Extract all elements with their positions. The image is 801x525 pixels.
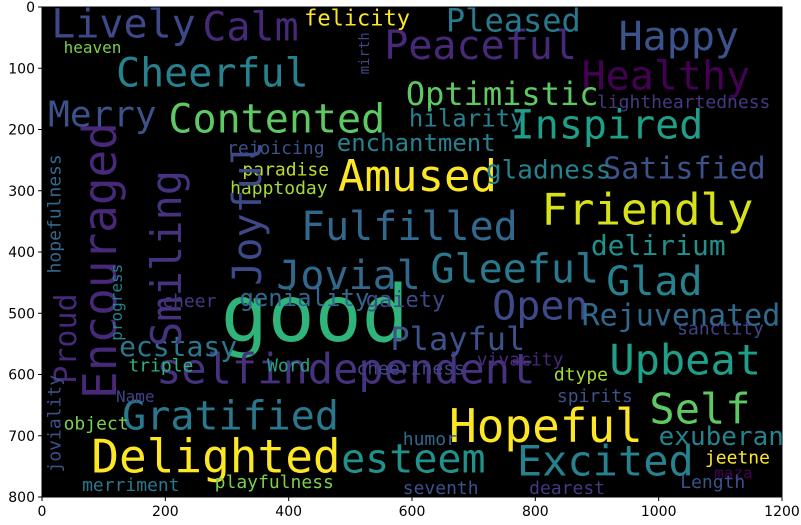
- word-length: Length: [680, 472, 745, 493]
- word-cheerful: Cheerful: [116, 51, 309, 97]
- word-rejuvenated: Rejuvenated: [582, 299, 781, 334]
- word-name: Name: [116, 387, 155, 406]
- word-smiling: Smiling: [142, 170, 191, 347]
- word-cheeriness: cheeriness: [357, 359, 465, 380]
- word-happtoday: happtoday: [230, 178, 328, 199]
- y-tick-label: 600: [8, 368, 35, 384]
- plot-frame: [41, 6, 783, 498]
- word-cheer: cheer: [162, 291, 216, 312]
- word-lively: Lively: [51, 2, 196, 48]
- word-satisfied: Satisfied: [603, 152, 766, 187]
- word-jeetne: jeetne: [705, 447, 770, 468]
- word-self: Self: [649, 385, 750, 434]
- word-sanctity: sanctity: [677, 319, 764, 340]
- word-happy: Happy: [619, 14, 739, 60]
- y-axis: 0 100 200 300 400 500 600 700 800: [8, 0, 42, 506]
- word-peaceful: Peaceful: [384, 23, 577, 69]
- word-esteem: esteem: [341, 437, 486, 483]
- word-gladness: gladness: [486, 156, 611, 186]
- word-healthy: Healthy: [582, 54, 751, 100]
- y-tick-label: 400: [8, 245, 35, 261]
- y-tick-label: 800: [8, 490, 35, 506]
- x-tick-label: 400: [275, 504, 302, 520]
- word-vivacity: vivacity: [477, 349, 564, 370]
- word-glad: Glad: [606, 259, 702, 305]
- word-hopeful: Hopeful: [449, 399, 643, 453]
- word-lightheartedness: lightheartedness: [597, 92, 770, 113]
- word-exuberance: exuberance: [659, 422, 801, 452]
- word-gaiety: gaiety: [366, 288, 445, 313]
- word-paradise: paradise: [242, 159, 329, 180]
- word-excited: Excited: [517, 437, 694, 486]
- word-friendly: Friendly: [542, 184, 754, 235]
- word-amused: Amused: [338, 151, 497, 202]
- x-tick-label: 0: [38, 504, 47, 520]
- y-tick-label: 200: [8, 123, 35, 139]
- word-geniality: geniality: [239, 284, 369, 312]
- word-dearest: dearest: [529, 478, 605, 499]
- word-heaven: heaven: [64, 38, 122, 57]
- word-proud: Proud: [49, 293, 84, 383]
- word-mirth: mirth: [357, 32, 373, 74]
- word-felicity: felicity: [304, 6, 410, 31]
- y-tick-label: 100: [8, 61, 35, 77]
- word-hilarity: hilarity: [409, 104, 525, 132]
- y-tick-label: 500: [8, 306, 35, 322]
- word-contented: Contented: [168, 97, 385, 143]
- word-progress: progress: [107, 264, 126, 341]
- word-enchantment: enchantment: [337, 129, 496, 157]
- y-tick-label: 700: [8, 429, 35, 445]
- word-delirium: delirium: [591, 229, 726, 262]
- word-encouraged: Encouraged: [73, 122, 127, 399]
- y-tick-label: 300: [8, 184, 35, 200]
- x-tick-label: 1000: [641, 504, 677, 520]
- y-tick-label: 0: [26, 0, 35, 16]
- word-triple: triple: [128, 355, 193, 376]
- word-humor: humor: [403, 429, 457, 450]
- word-delighted: Delighted: [91, 430, 340, 484]
- plot-area: [42, 7, 782, 497]
- word-merriment: merriment: [82, 475, 180, 496]
- word-optimistic: Optimistic: [406, 75, 599, 113]
- word-spirits: spirits: [557, 386, 633, 407]
- word-joviality: joviality: [45, 375, 66, 473]
- word-gleeful: Gleeful: [431, 247, 600, 293]
- word-maza: maza: [714, 464, 753, 483]
- word-fulfilled: Fulfilled: [301, 204, 518, 250]
- word-seventh: seventh: [403, 478, 479, 499]
- word-gratified: Gratified: [122, 394, 339, 440]
- word-pleased: Pleased: [446, 2, 581, 40]
- x-tick-label: 800: [522, 504, 549, 520]
- word-jovial: Jovial: [276, 253, 421, 299]
- word-open: Open: [492, 283, 588, 329]
- word-rejoicing: rejoicing: [227, 138, 325, 159]
- x-tick-label: 600: [399, 504, 426, 520]
- word-inspired: Inspired: [511, 103, 704, 149]
- x-tick-label: 200: [152, 504, 179, 520]
- x-tick-label: 1200: [764, 504, 800, 520]
- word-playfulness: playfulness: [215, 472, 334, 493]
- word-word: Word: [267, 355, 310, 376]
- word-good: good: [221, 270, 409, 360]
- word-ecstasy: ecstasy: [119, 330, 237, 363]
- word-selfindependent: selfindependent: [156, 345, 535, 394]
- word-merry: Merry: [48, 94, 156, 135]
- word-playful: Playful: [390, 320, 525, 358]
- word-dtype: dtype: [554, 365, 608, 386]
- word-joyful: Joyful: [225, 141, 271, 286]
- word-object: object: [64, 414, 129, 435]
- word-hopefulness: hopefulness: [45, 154, 66, 273]
- word-upbeat: Upbeat: [609, 336, 761, 385]
- word-calm: Calm: [202, 5, 298, 51]
- x-axis: 0 200 400 600 800 1000 1200: [38, 497, 800, 520]
